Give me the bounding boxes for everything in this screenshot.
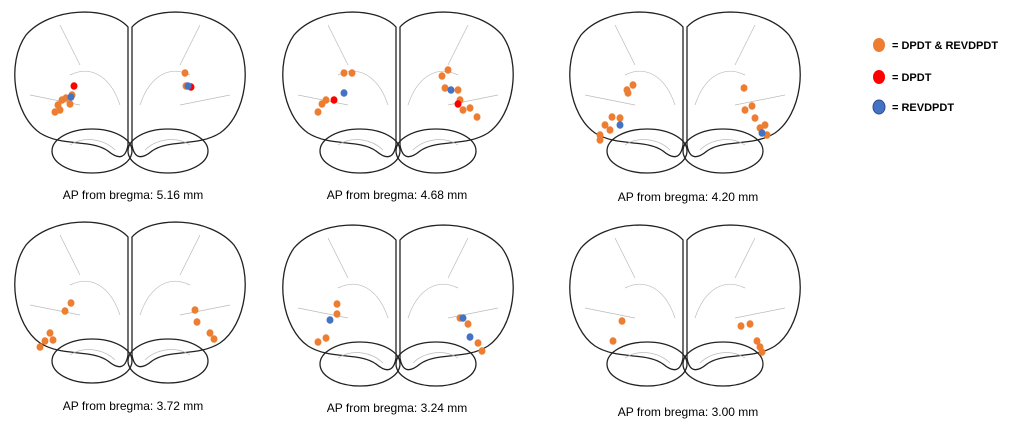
injection-site xyxy=(66,100,74,108)
injection-site xyxy=(61,307,69,315)
injection-site xyxy=(616,121,624,129)
injection-site xyxy=(608,113,616,121)
injection-site xyxy=(624,89,632,97)
legend-swatch xyxy=(873,70,885,84)
injection-site xyxy=(49,336,57,344)
caption: AP from bregma: 3.24 mm xyxy=(327,401,468,415)
injection-site xyxy=(746,320,754,328)
injection-site xyxy=(454,86,462,94)
injection-site xyxy=(46,329,54,337)
injection-site xyxy=(748,102,756,110)
injection-site xyxy=(751,114,759,122)
injection-site xyxy=(348,69,356,77)
brain-section xyxy=(282,11,514,174)
brain-section xyxy=(569,224,801,387)
caption: AP from bregma: 3.72 mm xyxy=(63,399,204,413)
injection-site xyxy=(478,347,486,355)
injection-site xyxy=(438,72,446,80)
injection-site xyxy=(314,338,322,346)
injection-site xyxy=(67,93,75,101)
injection-site xyxy=(326,316,334,324)
injection-site xyxy=(184,82,192,90)
injection-site xyxy=(340,89,348,97)
brain-section xyxy=(14,11,246,174)
caption: AP from bregma: 4.20 mm xyxy=(618,190,759,204)
injection-site xyxy=(441,84,449,92)
injection-site xyxy=(36,343,44,351)
injection-site xyxy=(322,334,330,342)
injection-site xyxy=(474,339,482,347)
injection-site xyxy=(322,96,330,104)
brain-section xyxy=(569,11,801,174)
injection-site xyxy=(758,348,766,356)
injection-site xyxy=(333,300,341,308)
caption: AP from bregma: 5.16 mm xyxy=(63,188,204,202)
injection-site xyxy=(761,121,769,129)
injection-site xyxy=(67,299,75,307)
brain-section xyxy=(282,224,514,387)
injection-site xyxy=(459,106,467,114)
legend-label: = DPDT & REVDPDT xyxy=(892,40,998,52)
injection-site xyxy=(210,335,218,343)
injection-site xyxy=(41,337,49,345)
injection-site xyxy=(454,100,462,108)
injection-site xyxy=(737,322,745,330)
injection-site xyxy=(753,337,761,345)
injection-site xyxy=(606,126,614,134)
injection-site xyxy=(464,320,472,328)
injection-site xyxy=(466,333,474,341)
injection-site xyxy=(473,113,481,121)
injection-site xyxy=(609,337,617,345)
injection-site xyxy=(466,104,474,112)
legend-label: = REVDPDT xyxy=(892,102,954,114)
injection-site xyxy=(741,106,749,114)
injection-site xyxy=(181,69,189,77)
injection-site xyxy=(444,66,452,74)
injection-site xyxy=(193,318,201,326)
injection-site xyxy=(206,329,214,337)
injection-site xyxy=(447,86,455,94)
injection-site xyxy=(340,69,348,77)
injection-site xyxy=(740,84,748,92)
injection-site xyxy=(459,314,467,322)
injection-site xyxy=(758,129,766,137)
injection-site xyxy=(601,121,609,129)
injection-site xyxy=(629,81,637,89)
injection-site xyxy=(70,82,78,90)
injection-site xyxy=(191,306,199,314)
brain-section xyxy=(14,221,246,384)
injection-site xyxy=(596,136,604,144)
injection-site xyxy=(314,108,322,116)
injection-site xyxy=(51,108,59,116)
legend-swatch xyxy=(873,38,885,52)
caption: AP from bregma: 3.00 mm xyxy=(618,405,759,419)
injection-site xyxy=(330,96,338,104)
injection-site xyxy=(618,317,626,325)
legend-label: = DPDT xyxy=(892,72,932,84)
injection-site xyxy=(333,310,341,318)
caption: AP from bregma: 4.68 mm xyxy=(327,188,468,202)
injection-site xyxy=(616,114,624,122)
legend-swatch xyxy=(872,99,886,115)
